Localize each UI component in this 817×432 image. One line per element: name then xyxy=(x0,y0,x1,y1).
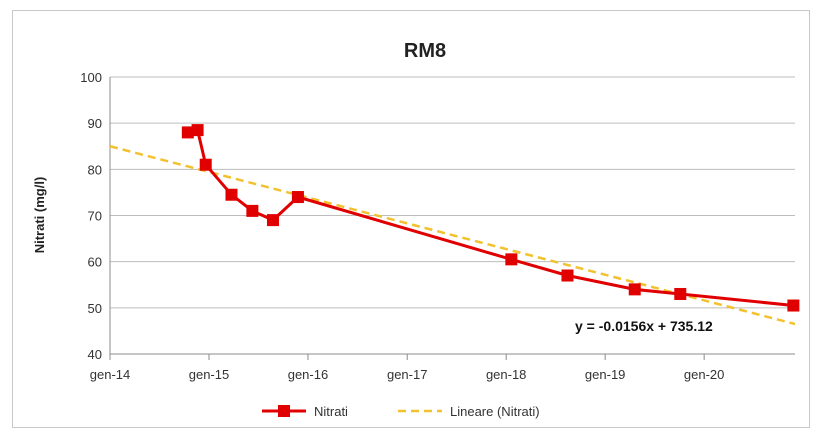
y-tick-label: 40 xyxy=(88,347,102,362)
data-point xyxy=(291,191,304,204)
data-point xyxy=(505,253,518,266)
x-tick-label: gen-15 xyxy=(189,367,229,382)
gridlines xyxy=(110,76,795,355)
x-tick-label: gen-19 xyxy=(585,367,625,382)
data-point xyxy=(181,126,194,139)
y-tick-label: 90 xyxy=(88,116,102,131)
data-point xyxy=(561,269,574,282)
y-tick-label: 50 xyxy=(88,301,102,316)
x-tick-label: gen-16 xyxy=(288,367,328,382)
data-point xyxy=(191,124,204,137)
y-axis-title: Nitrati (mg/l) xyxy=(32,177,47,254)
y-tick-label: 70 xyxy=(88,209,102,224)
x-tick-label: gen-18 xyxy=(486,367,526,382)
data-point xyxy=(787,299,800,312)
legend: Nitrati Lineare (Nitrati) xyxy=(262,404,540,419)
x-tick-label: gen-14 xyxy=(90,367,130,382)
x-tick-label: gen-20 xyxy=(684,367,724,382)
data-point xyxy=(199,158,212,171)
axes: 40 50 60 70 80 90 100 gen-14 gen-15 gen-16 gen-17 g… xyxy=(80,70,795,382)
data-point xyxy=(246,204,259,217)
y-tick-label: 100 xyxy=(80,70,102,85)
data-point xyxy=(266,214,279,227)
data-point xyxy=(628,283,641,296)
legend-nitrati-marker xyxy=(278,405,290,417)
legend-trend-label: Lineare (Nitrati) xyxy=(450,404,540,419)
y-tick-label: 60 xyxy=(88,255,102,270)
x-tick-label: gen-17 xyxy=(387,367,427,382)
data-point xyxy=(225,188,238,201)
series-layer xyxy=(181,124,800,312)
chart-title: RM8 xyxy=(404,40,446,62)
chart-frame xyxy=(12,10,810,428)
data-point xyxy=(674,287,687,300)
y-tick-label: 80 xyxy=(88,162,102,177)
legend-nitrati-label: Nitrati xyxy=(314,404,348,419)
trendline-equation: y = -0.0156x + 735.12 xyxy=(575,318,713,334)
